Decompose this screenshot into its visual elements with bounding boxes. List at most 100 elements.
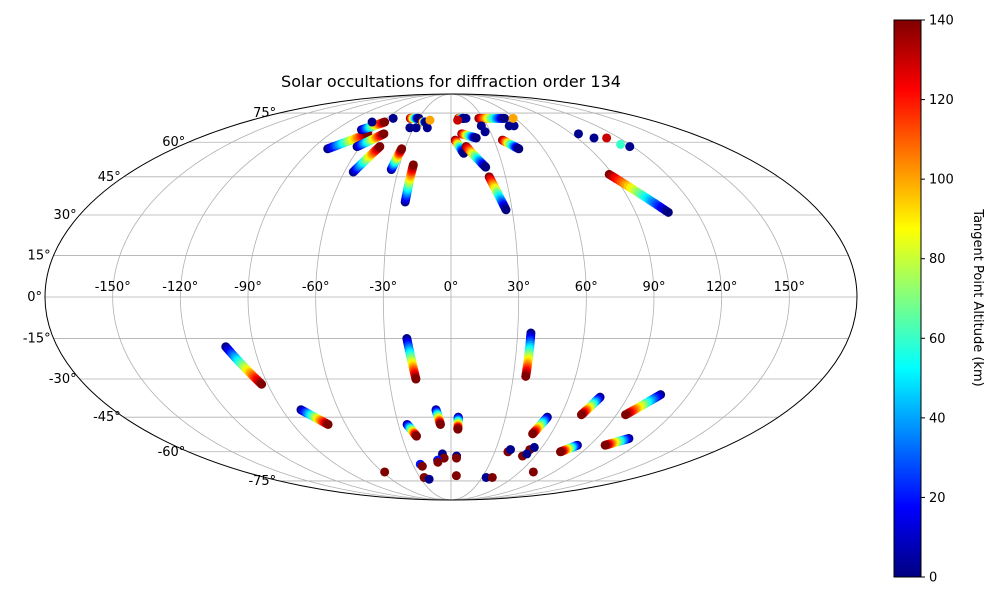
occultation-track (352, 129, 389, 152)
occultation-track (555, 440, 582, 457)
longitude-tick-label: 60° (575, 280, 598, 295)
longitude-gridline (450, 93, 520, 501)
longitude-tick-label: 0° (444, 280, 459, 295)
data-point (625, 142, 635, 152)
occultation-track (461, 142, 491, 172)
occultation-track (604, 169, 673, 217)
latitude-tick-label: -15° (23, 332, 51, 347)
data-point (380, 117, 390, 127)
data-point (521, 371, 531, 381)
colorbar-tick-label: 140 (929, 14, 954, 29)
data-point (616, 139, 626, 149)
occultation-track (402, 419, 422, 441)
latitude-tick-label: 0° (27, 290, 42, 305)
data-point (397, 144, 407, 154)
map-outline (44, 93, 858, 501)
occultation-track (484, 172, 511, 215)
data-point (500, 113, 510, 123)
latitude-tick-label: -75° (248, 474, 276, 489)
occultation-track (474, 113, 510, 123)
longitude-tick-label: 30° (507, 280, 530, 295)
data-point (451, 453, 461, 463)
data-point (405, 123, 415, 133)
data-point (481, 472, 491, 482)
data-point (425, 115, 435, 125)
longitude-tick-label: 90° (642, 280, 665, 295)
colorbar-gradient (893, 19, 922, 578)
grid-lines (45, 93, 857, 501)
latitude-tick-label: 60° (162, 135, 185, 150)
longitude-tick-label: 150° (774, 280, 805, 295)
occultation-track (296, 405, 333, 429)
data-point (506, 445, 515, 455)
data-point (435, 419, 445, 429)
occultation-track (621, 390, 666, 420)
longitude-tick-label: -120° (162, 280, 198, 295)
occultation-track (521, 328, 536, 381)
longitude-tick-label: -90° (234, 280, 262, 295)
occultation-track (453, 412, 463, 434)
longitude-gridline (450, 93, 723, 501)
chart-title: Solar occultations for diffraction order… (281, 72, 621, 91)
data-point (602, 133, 612, 143)
data-point (509, 121, 519, 131)
occultation-track (498, 135, 524, 154)
colorbar-label: Tangent Point Altitude (km) (970, 208, 985, 386)
latitude-tick-label: 75° (253, 106, 276, 121)
latitude-tick-label: 45° (98, 170, 121, 185)
colorbar-tick-label: 60 (929, 332, 946, 347)
data-point (514, 144, 524, 154)
occultation-track (400, 160, 418, 207)
latitude-tick-label: 15° (28, 248, 51, 263)
latitude-tick-label: 30° (54, 208, 77, 223)
longitude-gridline (112, 93, 452, 501)
occultation-track (386, 144, 407, 175)
data-point (576, 410, 586, 420)
data-points (221, 113, 673, 484)
occultation-track (348, 142, 385, 177)
data-point (528, 467, 538, 477)
longitude-gridline (247, 93, 452, 501)
data-point (529, 442, 539, 452)
longitude-tick-label: -150° (95, 280, 131, 295)
longitude-gridline (450, 93, 587, 501)
map-boundary (44, 93, 858, 501)
data-point (589, 133, 599, 143)
colorbar-tick-label: 20 (929, 491, 946, 506)
colorbar: 0 20 40 60 80 100 120 140 Tangent Point Altitude… (893, 14, 985, 586)
data-point (487, 472, 497, 482)
longitude-gridline (450, 93, 655, 501)
data-point (481, 162, 491, 172)
data-point (257, 379, 267, 389)
colorbar-tick-label: 100 (929, 173, 954, 188)
longitude-tick-label: -60° (302, 280, 330, 295)
data-point (323, 419, 333, 429)
data-point (555, 447, 565, 457)
latitude-tick-label: -45° (93, 410, 121, 425)
data-point (367, 117, 377, 127)
data-point (388, 113, 398, 123)
occultation-track (405, 113, 424, 123)
occultation-track (221, 342, 267, 389)
longitude-tick-label: 120° (706, 280, 737, 295)
data-point (573, 129, 583, 139)
colorbar-tick-label: 0 (929, 571, 937, 586)
occultation-track (457, 129, 481, 143)
occultation-track (402, 334, 421, 384)
longitude-gridline (179, 93, 452, 501)
data-point (528, 429, 538, 439)
data-point (380, 467, 390, 477)
latitude-tick-labels: 75° 60° 45° 30° 15° 0° -15° -30° -45° -60° -75° (23, 106, 276, 489)
data-point (522, 449, 532, 459)
data-point (422, 123, 432, 133)
longitude-gridline (450, 93, 790, 501)
data-point (375, 142, 385, 152)
occultation-track (576, 392, 605, 420)
data-point (379, 129, 389, 139)
data-point (433, 457, 443, 467)
colorbar-tick-label: 80 (929, 252, 946, 267)
occultation-track (431, 405, 445, 429)
data-point (471, 133, 481, 143)
longitude-tick-labels: -150° -120° -90° -60° -30° 0° 30° 60° 90° 120° 150… (95, 280, 805, 295)
